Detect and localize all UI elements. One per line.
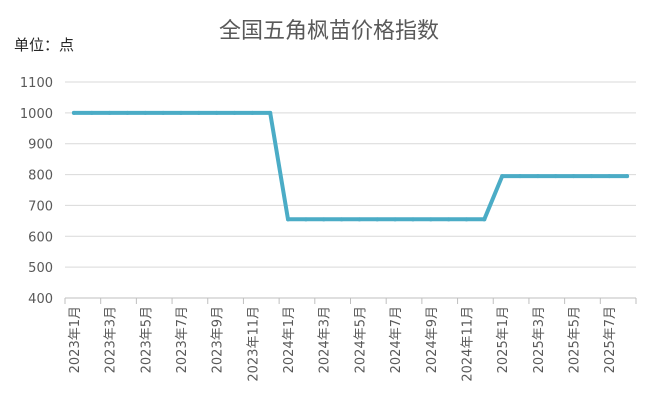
unit-label: 单位：点 [14, 36, 74, 54]
data-point [233, 111, 237, 115]
data-point [340, 217, 344, 221]
x-tick-label: 2025年7月 [603, 306, 618, 373]
x-tick-label: 2025年3月 [532, 306, 547, 373]
y-tick-label: 600 [28, 230, 53, 245]
data-point [108, 111, 112, 115]
x-tick-label: 2024年3月 [318, 306, 333, 373]
data-point [250, 111, 254, 115]
data-point [607, 174, 611, 178]
series-group [72, 111, 629, 221]
x-tick-label: 2024年5月 [353, 306, 368, 373]
y-tick-label: 800 [28, 169, 53, 184]
data-point [572, 174, 576, 178]
x-tick-label: 2024年9月 [425, 306, 440, 373]
data-point [625, 174, 629, 178]
data-point [90, 111, 94, 115]
data-point [500, 174, 504, 178]
y-axis-ticks: 400 500 600 700 800 900 1000 1100 [20, 76, 53, 307]
x-tick-label: 2024年1月 [282, 306, 297, 373]
x-tick-label: 2024年7月 [389, 306, 404, 373]
x-axis-ticks: 2023年1月 2023年3月 2023年5月 2023年7月 2023年9月 2023年… [65, 298, 636, 382]
x-tick-label: 2023年9月 [211, 306, 226, 373]
y-tick-label: 500 [28, 261, 53, 276]
data-point [375, 217, 379, 221]
data-point [554, 174, 558, 178]
data-point [161, 111, 165, 115]
data-point [197, 111, 201, 115]
y-tick-label: 700 [28, 199, 53, 214]
data-point [518, 174, 522, 178]
data-point [536, 174, 540, 178]
data-point [179, 111, 183, 115]
y-tick-label: 900 [28, 138, 53, 153]
series-line [74, 113, 627, 219]
data-point [215, 111, 219, 115]
data-point [393, 217, 397, 221]
x-tick-label: 2023年5月 [139, 306, 154, 373]
x-tick-label: 2023年7月 [175, 306, 190, 373]
y-tick-label: 1100 [20, 76, 53, 91]
data-point [589, 174, 593, 178]
x-tick-label: 2023年1月 [68, 306, 83, 373]
x-tick-label: 2025年1月 [496, 306, 511, 373]
data-point [429, 217, 433, 221]
data-point [268, 111, 272, 115]
y-tick-label: 1000 [20, 107, 53, 122]
data-point [447, 217, 451, 221]
y-tick-label: 400 [28, 292, 53, 307]
data-point [304, 217, 308, 221]
data-point [322, 217, 326, 221]
data-point [482, 217, 486, 221]
x-tick-label: 2025年5月 [568, 306, 583, 373]
data-point [357, 217, 361, 221]
data-point [286, 217, 290, 221]
data-point [72, 111, 76, 115]
chart-title: 全国五角枫苗价格指数 [219, 19, 439, 44]
data-point [125, 111, 129, 115]
x-tick-label: 2024年11月 [460, 306, 475, 382]
data-point [143, 111, 147, 115]
data-point [464, 217, 468, 221]
x-tick-label: 2023年3月 [104, 306, 119, 373]
data-point [411, 217, 415, 221]
x-tick-label: 2023年11月 [246, 306, 261, 382]
